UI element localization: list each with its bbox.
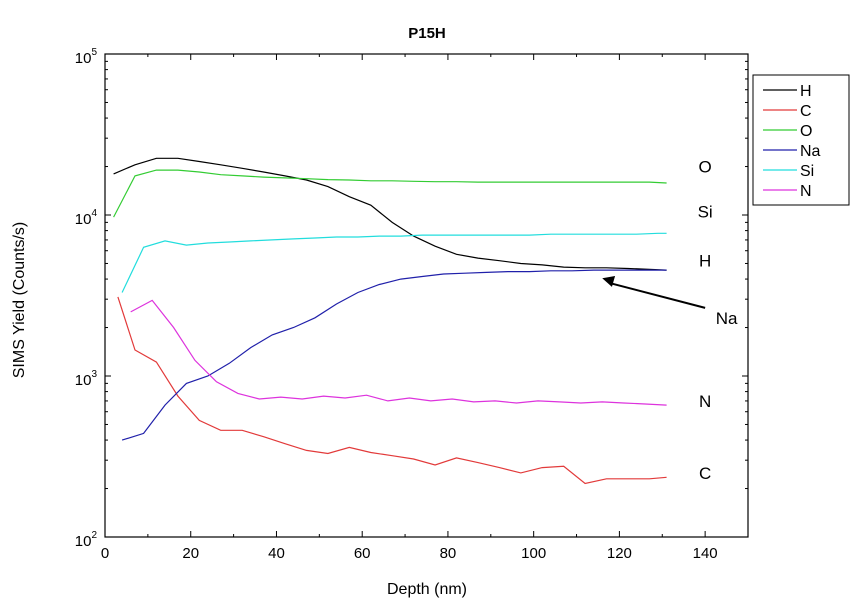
x-tick-label: 60 [354,545,371,562]
legend-label-si: Si [800,163,814,180]
series-layer [113,157,667,485]
series-line-o [113,169,667,218]
x-tick-label: 20 [182,545,199,562]
x-tick-label: 40 [268,545,285,562]
x-tick-label: 80 [440,545,457,562]
plot-area: 0 20 40 60 80 100 120 140 102 103 104 105 [75,47,749,562]
annotation-layer: O Si H Na N C [602,158,738,483]
series-line-c [117,296,667,485]
x-tick-label: 140 [693,545,718,562]
legend-label-o: O [800,123,812,140]
annotation-c: C [699,464,711,483]
legend-label-h: H [800,83,812,100]
y-tick-label: 105 [75,47,98,67]
annotation-n: N [699,392,711,411]
series-line-na [121,269,667,441]
legend-label-c: C [800,103,812,120]
na-arrow-line [610,282,706,309]
series-line-h [113,157,667,271]
series-line-n [130,299,667,406]
legend: HCO Na Si N [752,74,850,206]
annotation-h: H [699,252,711,271]
legend-box [752,74,850,206]
plot-frame [104,53,749,538]
chart-title: P15H [408,25,446,42]
x-axis-label: Depth (nm) [387,581,467,598]
legend-label-n: N [800,183,812,200]
x-tick-label: 120 [607,545,632,562]
y-tick-label: 103 [75,369,98,389]
annotation-o: O [699,158,712,177]
na-arrow-head [602,276,616,287]
y-tick-label: 104 [75,208,98,228]
x-tick-label: 0 [101,545,109,562]
annotation-na: Na [716,309,738,328]
x-tick-label: 100 [521,545,546,562]
series-line-si [121,232,667,293]
y-axis-label: SIMS Yield (Counts/s) [11,222,28,379]
y-tick-label: 102 [75,530,98,550]
legend-label-na: Na [800,143,821,160]
annotation-si: Si [698,203,713,222]
